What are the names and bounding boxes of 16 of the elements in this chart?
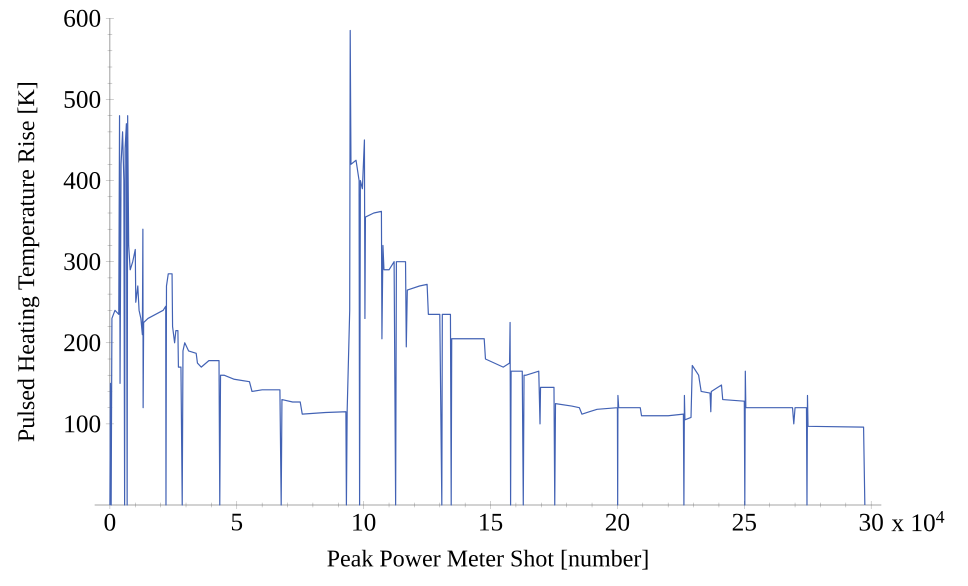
x-tick-label: 30 <box>860 514 883 531</box>
y-tick-label: 100 <box>65 415 100 432</box>
y-tick-label: 400 <box>64 172 100 190</box>
x-tick-label: 25 <box>732 514 756 531</box>
text: x 10$^{4}$ <box>892 511 944 532</box>
y-tick-label: 300 <box>64 253 100 270</box>
x-tick-label: 15 <box>480 514 502 531</box>
x-tick-label: 10 <box>353 514 376 531</box>
y-tick-label: 500 <box>64 90 100 108</box>
x-axis-title: Peak Power Meter Shot [number] <box>327 550 648 570</box>
y-axis-title: Pulsed Heating Temperature Rise [K] <box>17 82 40 442</box>
x-tick-label: 5 <box>232 514 242 531</box>
x-tick-label: 20 <box>606 514 630 531</box>
x-tick-label: 0 <box>104 514 116 531</box>
y-tick-label: 600 <box>64 10 100 27</box>
y-tick-label: 200 <box>64 334 100 352</box>
